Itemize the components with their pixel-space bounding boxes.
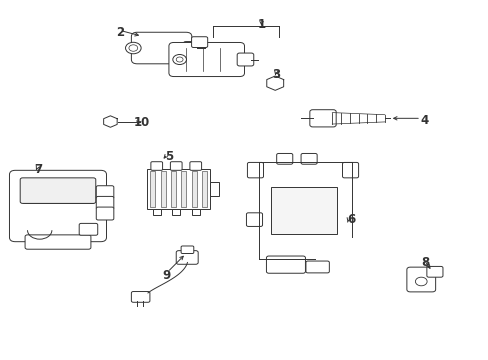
FancyBboxPatch shape xyxy=(79,224,98,235)
FancyBboxPatch shape xyxy=(151,162,162,170)
Text: 1: 1 xyxy=(257,18,265,31)
Bar xyxy=(191,209,199,215)
Bar xyxy=(153,209,160,215)
FancyBboxPatch shape xyxy=(191,37,207,48)
FancyBboxPatch shape xyxy=(9,170,106,242)
FancyBboxPatch shape xyxy=(189,162,201,170)
FancyBboxPatch shape xyxy=(96,197,114,209)
FancyBboxPatch shape xyxy=(131,292,150,302)
Circle shape xyxy=(129,45,138,51)
FancyBboxPatch shape xyxy=(276,153,292,164)
Bar xyxy=(210,182,219,196)
FancyBboxPatch shape xyxy=(247,162,263,178)
FancyBboxPatch shape xyxy=(305,261,329,273)
Bar xyxy=(147,169,210,209)
Circle shape xyxy=(272,81,277,85)
Text: 3: 3 xyxy=(272,68,280,81)
Bar xyxy=(181,171,186,207)
FancyBboxPatch shape xyxy=(131,32,191,64)
FancyBboxPatch shape xyxy=(342,162,358,178)
FancyBboxPatch shape xyxy=(176,251,198,264)
Circle shape xyxy=(415,277,426,286)
FancyBboxPatch shape xyxy=(301,153,317,164)
Text: 6: 6 xyxy=(347,213,355,226)
Text: 7: 7 xyxy=(35,163,43,176)
Polygon shape xyxy=(266,76,283,90)
FancyBboxPatch shape xyxy=(237,53,253,66)
FancyBboxPatch shape xyxy=(25,235,91,249)
Bar xyxy=(191,171,196,207)
Text: 4: 4 xyxy=(420,114,428,127)
Circle shape xyxy=(269,79,280,87)
Bar xyxy=(202,171,206,207)
FancyBboxPatch shape xyxy=(183,41,199,54)
Text: 8: 8 xyxy=(420,256,428,269)
FancyBboxPatch shape xyxy=(96,186,114,199)
Circle shape xyxy=(125,42,141,54)
FancyBboxPatch shape xyxy=(406,267,435,292)
FancyBboxPatch shape xyxy=(96,207,114,220)
Bar xyxy=(171,171,176,207)
Circle shape xyxy=(172,54,186,64)
Bar xyxy=(150,171,155,207)
Text: 9: 9 xyxy=(162,269,170,282)
Bar xyxy=(271,187,336,234)
Text: 5: 5 xyxy=(164,150,173,163)
Circle shape xyxy=(176,57,183,62)
Bar xyxy=(172,209,180,215)
Bar xyxy=(161,171,165,207)
Text: 10: 10 xyxy=(134,116,150,129)
FancyBboxPatch shape xyxy=(309,110,335,127)
FancyBboxPatch shape xyxy=(426,266,442,277)
FancyBboxPatch shape xyxy=(181,246,193,253)
Polygon shape xyxy=(103,116,117,127)
FancyBboxPatch shape xyxy=(20,178,96,203)
FancyBboxPatch shape xyxy=(170,162,182,170)
FancyBboxPatch shape xyxy=(266,256,305,273)
FancyBboxPatch shape xyxy=(246,213,262,226)
Text: 2: 2 xyxy=(116,27,124,40)
FancyBboxPatch shape xyxy=(168,42,244,77)
